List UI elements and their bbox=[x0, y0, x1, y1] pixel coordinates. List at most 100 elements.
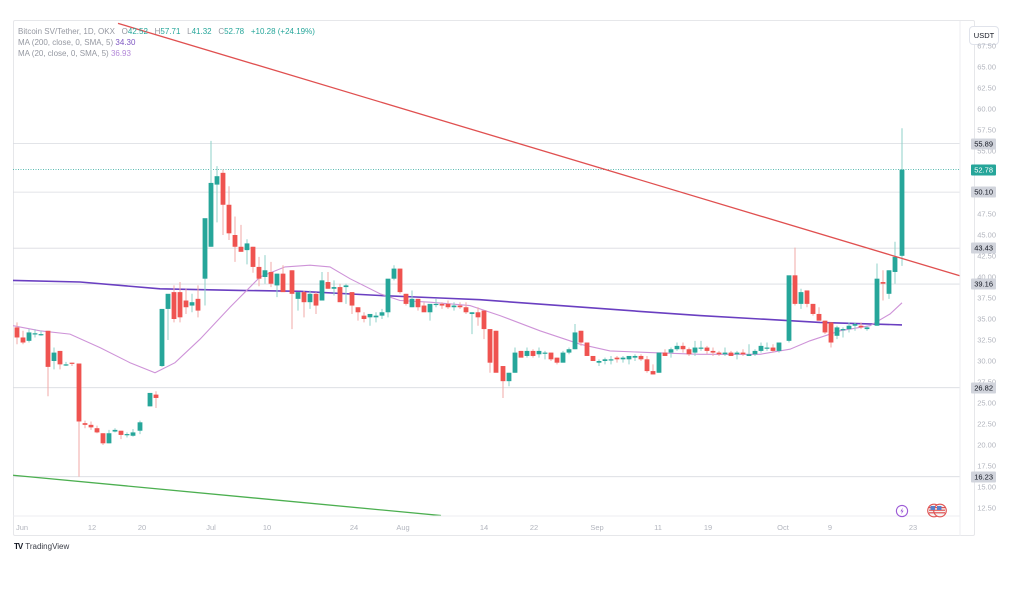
candle-down[interactable] bbox=[171, 292, 177, 319]
chart-frame[interactable] bbox=[13, 20, 975, 536]
candle-up[interactable] bbox=[752, 350, 758, 355]
candle-up[interactable] bbox=[331, 287, 337, 289]
candle-down[interactable] bbox=[250, 246, 256, 267]
candle-up[interactable] bbox=[469, 312, 475, 314]
candle-down[interactable] bbox=[439, 303, 445, 306]
candle-down[interactable] bbox=[548, 352, 554, 360]
candle-down[interactable] bbox=[289, 270, 295, 294]
candle-down[interactable] bbox=[710, 350, 716, 353]
candle-up[interactable] bbox=[840, 329, 846, 331]
candle-up[interactable] bbox=[892, 256, 898, 272]
candle-down[interactable] bbox=[590, 355, 596, 361]
candle-up[interactable] bbox=[758, 345, 764, 351]
candle-up[interactable] bbox=[214, 176, 220, 185]
candle-down[interactable] bbox=[177, 292, 183, 318]
candle-down[interactable] bbox=[554, 357, 560, 363]
candle-down[interactable] bbox=[686, 349, 692, 355]
candle-down[interactable] bbox=[578, 330, 584, 343]
candle-down[interactable] bbox=[822, 320, 828, 333]
last-price-label[interactable]: 52.78 bbox=[971, 164, 996, 176]
candle-down[interactable] bbox=[20, 337, 26, 343]
candle-up[interactable] bbox=[886, 270, 892, 294]
candle-up[interactable] bbox=[608, 359, 614, 361]
level-price-label[interactable]: 39.16 bbox=[971, 278, 996, 290]
candle-down[interactable] bbox=[301, 292, 307, 303]
candle-up[interactable] bbox=[734, 352, 740, 355]
candle-up[interactable] bbox=[373, 315, 379, 318]
candle-up[interactable] bbox=[409, 298, 415, 308]
ma200-line[interactable] bbox=[13, 279, 903, 326]
candle-down[interactable] bbox=[662, 352, 668, 356]
candle-down[interactable] bbox=[238, 246, 244, 252]
candle-up[interactable] bbox=[864, 327, 870, 330]
candle-down[interactable] bbox=[770, 347, 776, 351]
candle-up[interactable] bbox=[722, 352, 728, 355]
candle-down[interactable] bbox=[421, 305, 427, 313]
candle-up[interactable] bbox=[63, 364, 69, 366]
candle-up[interactable] bbox=[626, 355, 632, 360]
level-price-label[interactable]: 16.23 bbox=[971, 471, 996, 483]
candle-up[interactable] bbox=[124, 434, 130, 436]
candle-up[interactable] bbox=[343, 285, 349, 288]
lightning-event-icon[interactable] bbox=[895, 504, 909, 523]
candle-down[interactable] bbox=[704, 347, 710, 351]
candle-up[interactable] bbox=[208, 182, 214, 247]
candle-down[interactable] bbox=[680, 345, 686, 350]
candle-up[interactable] bbox=[764, 347, 770, 349]
level-price-label[interactable]: 26.82 bbox=[971, 382, 996, 394]
candle-down[interactable] bbox=[325, 282, 331, 289]
candle-up[interactable] bbox=[307, 293, 313, 303]
level-price-label[interactable]: 55.89 bbox=[971, 138, 996, 150]
candle-down[interactable] bbox=[220, 172, 226, 205]
candle-up[interactable] bbox=[51, 352, 57, 361]
candle-down[interactable] bbox=[804, 290, 810, 304]
candle-down[interactable] bbox=[88, 424, 94, 428]
candle-down[interactable] bbox=[816, 313, 822, 321]
candle-down[interactable] bbox=[94, 428, 100, 433]
candle-up[interactable] bbox=[674, 345, 680, 350]
candle-up[interactable] bbox=[798, 292, 804, 304]
candle-up[interactable] bbox=[189, 302, 195, 306]
candle-up[interactable] bbox=[427, 303, 433, 313]
support-line-trendline[interactable] bbox=[13, 474, 442, 516]
candle-down[interactable] bbox=[57, 350, 63, 365]
candle-down[interactable] bbox=[518, 350, 524, 358]
candle-up[interactable] bbox=[106, 433, 112, 444]
candle-down[interactable] bbox=[445, 303, 451, 308]
candle-down[interactable] bbox=[650, 371, 656, 375]
candle-down[interactable] bbox=[45, 330, 51, 367]
candle-down[interactable] bbox=[118, 430, 124, 435]
candle-up[interactable] bbox=[572, 332, 578, 350]
candle-up[interactable] bbox=[319, 280, 325, 301]
candle-down[interactable] bbox=[644, 359, 650, 372]
candle-down[interactable] bbox=[716, 352, 722, 355]
candle-up[interactable] bbox=[147, 392, 153, 407]
candle-up[interactable] bbox=[834, 327, 840, 336]
candle-down[interactable] bbox=[361, 315, 367, 319]
candle-up[interactable] bbox=[295, 292, 301, 299]
ma200-legend[interactable]: MA (200, close, 0, SMA, 5) 34.30 bbox=[18, 38, 136, 47]
ma20-line[interactable] bbox=[13, 264, 903, 374]
candle-up[interactable] bbox=[656, 352, 662, 373]
candle-up[interactable] bbox=[786, 275, 792, 341]
candle-down[interactable] bbox=[349, 292, 355, 306]
candle-up[interactable] bbox=[379, 312, 385, 316]
candle-up[interactable] bbox=[137, 422, 143, 431]
candle-up[interactable] bbox=[668, 349, 674, 353]
candle-down[interactable] bbox=[256, 266, 262, 279]
candle-up[interactable] bbox=[566, 349, 572, 353]
candle-up[interactable] bbox=[159, 308, 165, 367]
candle-down[interactable] bbox=[153, 394, 159, 398]
currency-button[interactable]: USDT bbox=[969, 26, 999, 45]
tradingview-logo[interactable]: TV TradingView bbox=[14, 542, 69, 551]
ma20-legend[interactable]: MA (20, close, 0, SMA, 5) 36.93 bbox=[18, 49, 131, 58]
candle-up[interactable] bbox=[112, 429, 118, 432]
candle-down[interactable] bbox=[69, 362, 75, 364]
candle-up[interactable] bbox=[512, 352, 518, 373]
candle-up[interactable] bbox=[506, 372, 512, 382]
candle-up[interactable] bbox=[202, 218, 208, 279]
candle-down[interactable] bbox=[195, 298, 201, 311]
candle-down[interactable] bbox=[638, 355, 644, 360]
candle-down[interactable] bbox=[268, 271, 274, 284]
candle-down[interactable] bbox=[728, 352, 734, 356]
